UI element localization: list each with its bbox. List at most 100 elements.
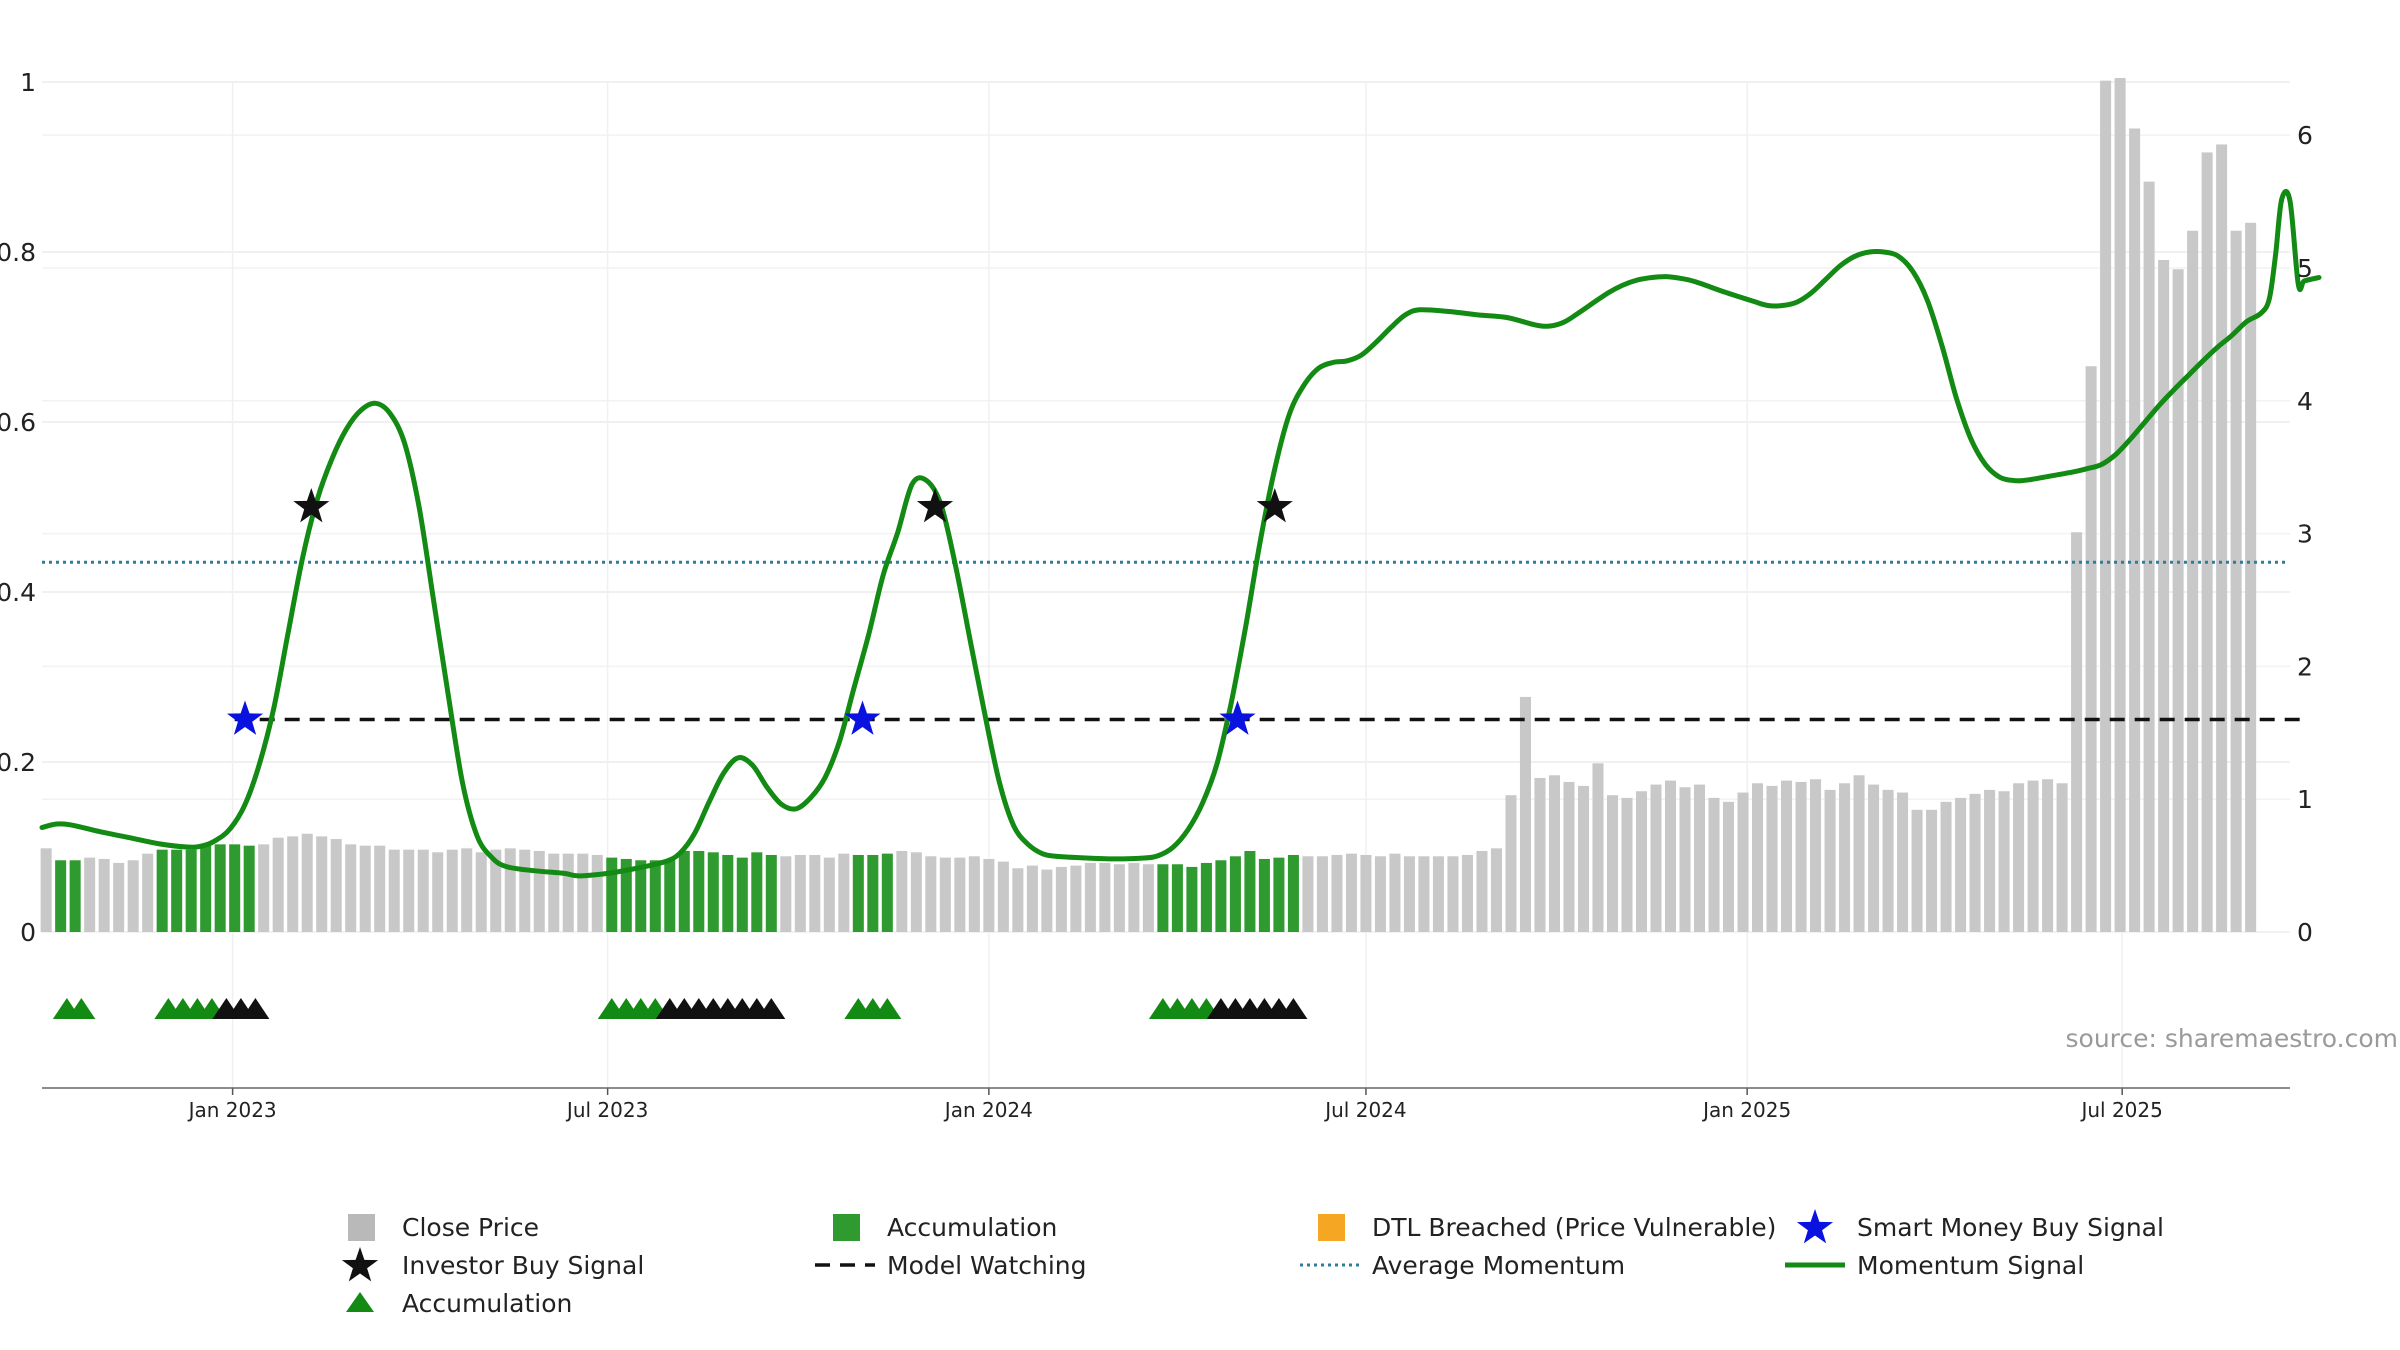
right-axis-tick-label: 3 bbox=[2297, 520, 2313, 549]
legend-item-investor: Investor Buy Signal bbox=[330, 1246, 644, 1284]
close-price-bar bbox=[809, 854, 821, 932]
accumulation-bar bbox=[171, 849, 183, 932]
close-price-bars bbox=[40, 78, 2257, 932]
investor-buy-star bbox=[1256, 488, 1293, 523]
close-price-bar bbox=[1403, 856, 1415, 932]
x-axis-tick-label: Jan 2025 bbox=[1701, 1098, 1791, 1122]
close-price-bar bbox=[1998, 791, 2010, 932]
investor-accumulation-triangle bbox=[241, 998, 270, 1019]
legend-item-smart-money: Smart Money Buy Signal bbox=[1785, 1208, 2164, 1246]
x-axis-tick-label: Jul 2025 bbox=[2079, 1098, 2162, 1122]
close-price-bar bbox=[2230, 230, 2242, 932]
close-price-bar bbox=[1563, 781, 1575, 932]
close-price-bar bbox=[794, 854, 806, 932]
accumulation-bar bbox=[751, 852, 763, 932]
legend-item-momentum: Momentum Signal bbox=[1785, 1246, 2084, 1284]
close-price-bar bbox=[461, 848, 473, 932]
legend-label: DTL Breached (Price Vulnerable) bbox=[1372, 1212, 1777, 1242]
accumulation-triangle bbox=[873, 998, 902, 1019]
accumulation-bar bbox=[1273, 857, 1285, 932]
close-price-bar bbox=[1810, 779, 1822, 932]
green-triangle-icon bbox=[330, 1284, 390, 1322]
close-price-bar bbox=[2201, 152, 2213, 932]
close-price-bar bbox=[1737, 792, 1749, 932]
smart-money-buy-star bbox=[1219, 700, 1256, 735]
x-axis-tick-label: Jan 2024 bbox=[943, 1098, 1033, 1122]
close-price-bar bbox=[2172, 269, 2184, 932]
close-price-bar bbox=[2187, 230, 2199, 932]
close-price-bar bbox=[403, 849, 415, 932]
close-price-bar bbox=[1781, 780, 1793, 932]
accumulation-bar bbox=[678, 850, 690, 932]
blue-dotted-line-icon bbox=[1300, 1246, 1360, 1284]
left-axis-tick-label: 0.8 bbox=[0, 238, 36, 267]
accumulation-bar bbox=[722, 854, 734, 932]
smart-money-buy-star bbox=[227, 700, 264, 735]
legend: Close Price Accumulation DTL Breached (Pri… bbox=[330, 1208, 2230, 1338]
close-price-bar bbox=[983, 858, 995, 932]
close-price-bar bbox=[2158, 259, 2170, 932]
close-price-bar bbox=[1897, 792, 1909, 932]
close-price-bar bbox=[1694, 784, 1706, 932]
accumulation-bar bbox=[156, 849, 168, 932]
close-price-bar bbox=[301, 833, 313, 932]
left-axis-tick-label: 0.2 bbox=[0, 748, 36, 777]
close-price-bar bbox=[2129, 128, 2141, 932]
close-price-bar bbox=[519, 849, 531, 932]
close-price-bar bbox=[823, 857, 835, 932]
close-price-bar bbox=[1606, 795, 1619, 932]
close-price-bar bbox=[548, 853, 560, 932]
accumulation-bar bbox=[852, 854, 864, 932]
close-price-bar bbox=[1012, 868, 1024, 932]
close-price-bar bbox=[446, 849, 458, 932]
left-axis-tick-label: 0.4 bbox=[0, 578, 36, 607]
axes: 0 0.2 0.4 0.6 0.8 1 0 1 2 3 4 5 6 Jan 2023 Jul 2023 Jan… bbox=[0, 68, 2313, 1122]
legend-label: Model Watching bbox=[887, 1250, 1087, 1280]
close-price-bar bbox=[577, 853, 589, 932]
legend-label: Accumulation bbox=[887, 1212, 1058, 1242]
legend-label: Momentum Signal bbox=[1857, 1250, 2085, 1280]
close-price-bar bbox=[1824, 789, 1836, 932]
close-price-bar bbox=[1026, 865, 1038, 932]
close-price-bar bbox=[98, 858, 110, 932]
source-label: source: sharemaestro.com bbox=[2065, 1024, 2399, 1053]
close-price-bar bbox=[533, 850, 545, 932]
legend-label: Investor Buy Signal bbox=[402, 1250, 645, 1280]
accumulation-bar bbox=[55, 860, 67, 932]
close-price-bar bbox=[84, 857, 96, 932]
close-price-bar bbox=[1360, 854, 1372, 932]
left-axis-tick-label: 1 bbox=[20, 68, 36, 97]
close-price-bar bbox=[1418, 856, 1430, 932]
close-price-bar bbox=[1882, 789, 1894, 932]
x-axis-tick-label: Jul 2023 bbox=[565, 1098, 648, 1122]
investor-accumulation-triangle bbox=[1279, 998, 1308, 1019]
close-price-bar bbox=[2042, 779, 2054, 932]
accumulation-bar bbox=[664, 860, 676, 932]
accumulation-bar bbox=[185, 849, 197, 932]
close-price-bar bbox=[1302, 856, 1314, 932]
close-price-bar bbox=[968, 856, 980, 932]
left-axis-tick-label: 0 bbox=[20, 918, 36, 947]
legend-item-accumulation: Accumulation bbox=[815, 1208, 1057, 1246]
close-price-bar bbox=[1795, 781, 1807, 932]
legend-item-dtl: DTL Breached (Price Vulnerable) bbox=[1300, 1208, 1776, 1246]
close-price-bar bbox=[1679, 787, 1691, 932]
close-price-bar bbox=[417, 849, 429, 932]
close-price-bar bbox=[1650, 784, 1662, 932]
close-price-bar bbox=[939, 857, 951, 932]
right-axis-tick-label: 2 bbox=[2297, 652, 2313, 681]
close-price-bar bbox=[1389, 853, 1401, 932]
close-price-bar bbox=[1055, 866, 1067, 932]
black-star-icon bbox=[330, 1246, 390, 1284]
close-price-bar bbox=[896, 850, 908, 932]
accumulation-bar bbox=[635, 860, 647, 932]
close-price-bar bbox=[287, 836, 299, 932]
legend-item-accum-triangle: Accumulation bbox=[330, 1284, 572, 1322]
legend-label: Smart Money Buy Signal bbox=[1857, 1212, 2164, 1242]
close-price-bar bbox=[1142, 864, 1154, 932]
close-price-bar bbox=[1447, 856, 1459, 932]
close-price-bar bbox=[330, 839, 342, 932]
investor-buy-star bbox=[293, 488, 330, 523]
accumulation-bar bbox=[881, 853, 893, 932]
